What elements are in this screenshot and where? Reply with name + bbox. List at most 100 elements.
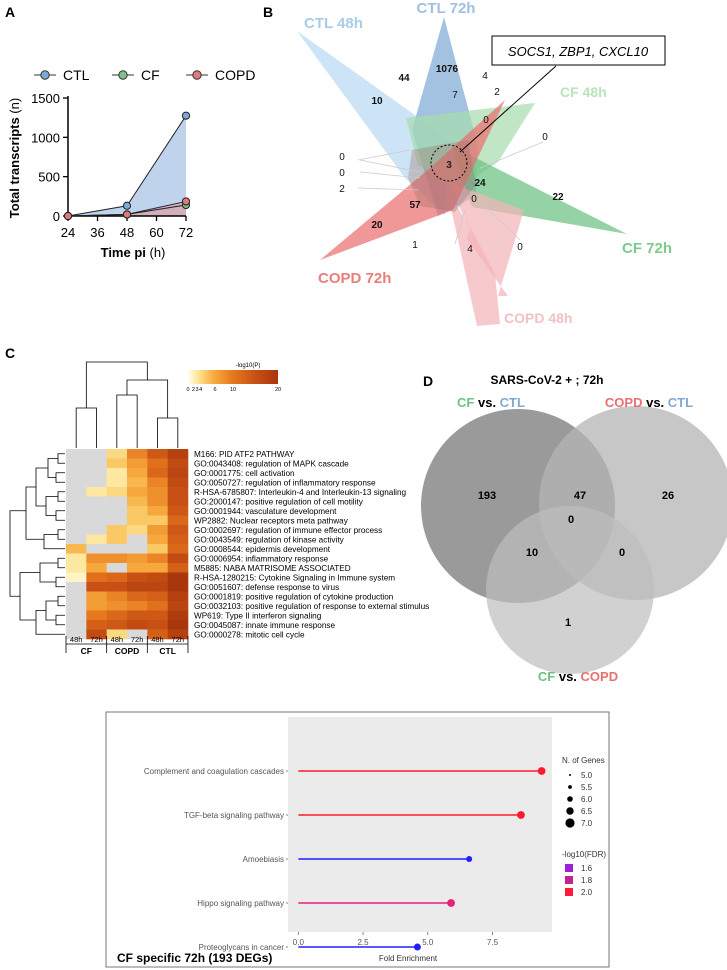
heatmap-cell (126, 487, 148, 497)
region-count: 47 (574, 490, 586, 502)
heatmap-cell (86, 487, 107, 497)
legend-item-cf: CF (112, 67, 160, 83)
callout-text: SOCS1, ZBP1, CXCL10 (508, 44, 649, 59)
heatmap-cell (86, 572, 107, 583)
heatmap-cell (86, 582, 107, 592)
heatmap-cell (86, 563, 107, 573)
x-axis-label-unit: (h) (146, 245, 166, 260)
panel-label-b: B (263, 4, 273, 20)
x-tick-label: 72 (179, 225, 193, 240)
region-count: 0 (542, 132, 548, 143)
heatmap-cell (126, 525, 148, 535)
leader-line (357, 149, 411, 161)
data-point-copd (122, 210, 132, 219)
heatmap-cell (66, 515, 87, 526)
x-tick-label: 60 (149, 225, 163, 240)
heatmap-cell (66, 601, 87, 611)
category-label: TGF-beta signaling pathway (184, 811, 284, 820)
area-copd (68, 201, 186, 216)
legend-size-label: 6.0 (581, 795, 593, 804)
heatmap-cell (126, 620, 148, 630)
legend-color-label: 1.6 (581, 864, 593, 873)
legend-size-marker (567, 796, 573, 802)
heatmap-cell (66, 487, 87, 497)
heatmap-cell (147, 496, 168, 507)
dendro-branch (55, 510, 65, 521)
heatmap-cell (66, 582, 87, 592)
dendro-branch (43, 534, 65, 550)
x-axis-label: Fold Enrichment (379, 954, 438, 963)
category-label: Hippo signaling pathway (197, 899, 284, 908)
column-dendrogram (75, 361, 179, 448)
legend-marker (192, 70, 202, 80)
region-count: 44 (398, 73, 410, 84)
set-label: COPD 72h (318, 270, 391, 287)
heatmap-cell (106, 534, 128, 545)
column-label: 48h (111, 635, 124, 644)
heatmap-cell (86, 553, 107, 564)
heatmap-cell (86, 468, 107, 478)
heatmap-cell (66, 563, 87, 573)
heatmap-cell (86, 496, 107, 507)
heatmap-cell (66, 553, 87, 564)
set-label-vs: vs. (642, 395, 667, 410)
legend-color-swatch (565, 888, 573, 896)
heatmap-cell (147, 449, 168, 459)
heatmap-cell (167, 563, 189, 573)
region-count: 10 (371, 96, 383, 107)
heatmap-cell (167, 553, 189, 564)
heatmap-cell (147, 525, 168, 535)
heatmap-cell (66, 468, 87, 478)
lollipop-head (517, 811, 525, 819)
colorbar-tick: 2 (192, 387, 195, 393)
set-label-a: COPD (605, 395, 643, 410)
x-tick-label: 5.0 (422, 938, 434, 947)
region-count: 0 (517, 242, 523, 253)
x-tick-label: 36 (90, 225, 104, 240)
row-label: GO:0032103: positive regulation of respo… (194, 602, 429, 611)
legend-size-marker (566, 807, 574, 815)
heatmap-cell (66, 572, 87, 583)
panel-label-c: C (5, 345, 15, 361)
dendro-branch (55, 576, 65, 588)
heatmap-cell (106, 468, 128, 478)
heatmap-cell (66, 629, 87, 640)
set-label-b: CTL (668, 395, 693, 410)
set-cf-72h (452, 146, 627, 234)
leader-line (359, 159, 421, 173)
colorbar-tick: 10 (230, 387, 236, 393)
heatmap-cell (66, 534, 87, 545)
heatmap-cell (106, 629, 128, 640)
heatmap-cell (86, 449, 107, 459)
heatmap-cell (106, 563, 128, 573)
heatmap-cell (66, 610, 87, 621)
heatmap-cell (167, 601, 189, 611)
heatmap-cell (147, 620, 168, 630)
row-label: GO:2000147: positive regulation of cell … (194, 497, 364, 506)
heatmap-cell (167, 506, 189, 516)
heatmap-cell (167, 620, 189, 630)
data-point-copd (181, 197, 191, 206)
legend-marker (118, 70, 128, 80)
legend-size-label: 7.0 (581, 819, 593, 828)
heatmap-cell (147, 553, 168, 564)
dendro-branch (55, 614, 65, 626)
set-label-b: CTL (500, 395, 525, 410)
heatmap-cell (167, 496, 189, 507)
row-label: GO:0051607: defense response to virus (194, 583, 339, 592)
column-label: 72h (172, 635, 185, 644)
legend-label: COPD (215, 67, 255, 83)
heatmap-cell (126, 515, 148, 526)
dendro-branch (25, 486, 44, 540)
heatmap-cell (126, 610, 148, 621)
dendro-branch (55, 472, 65, 483)
heatmap-cell (126, 506, 148, 516)
heatmap-cell (147, 458, 168, 469)
heatmap-cell (147, 582, 168, 592)
heatmap-cell (147, 487, 168, 497)
heatmap-cell (126, 468, 148, 478)
region-count: 4 (482, 71, 488, 82)
legend-color-title: -log10(FDR) (562, 850, 606, 859)
